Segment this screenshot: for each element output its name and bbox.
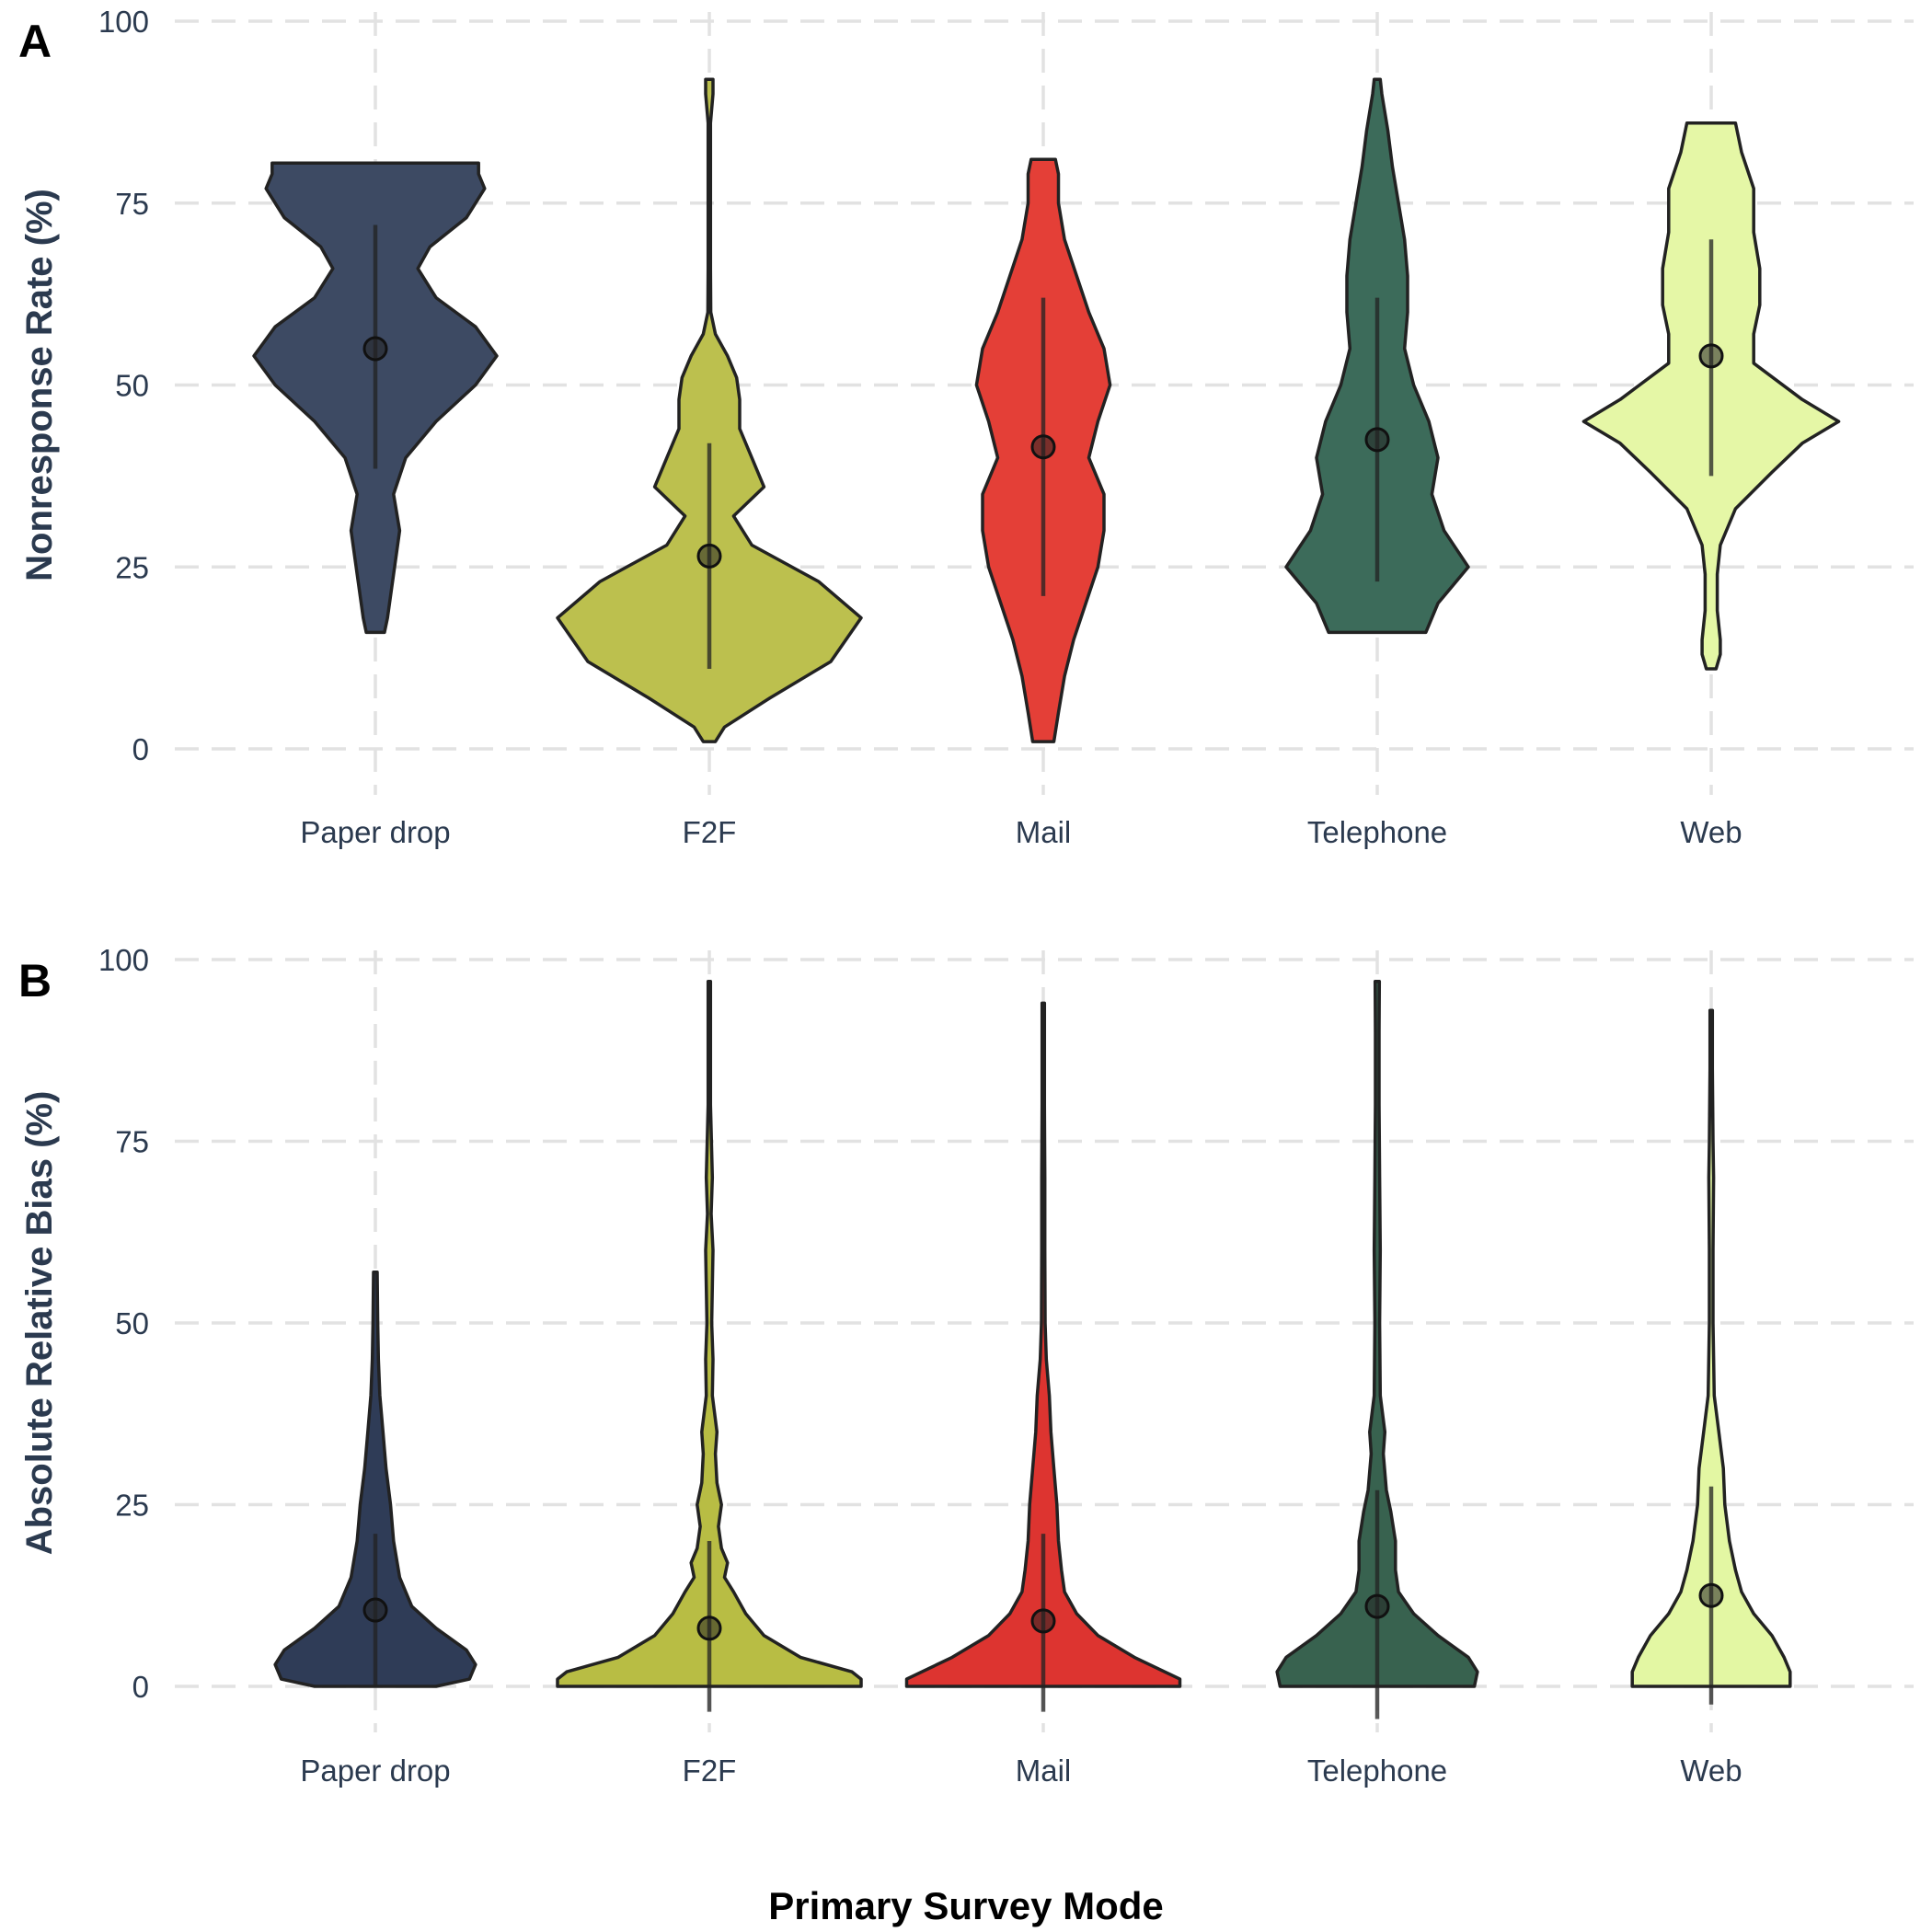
median-point: [1364, 427, 1390, 453]
x-tick-label: Web: [1680, 1754, 1742, 1788]
y-tick-label: 25: [115, 550, 149, 584]
y-tick-label: 25: [115, 1489, 149, 1523]
y-tick-label: 50: [115, 1306, 149, 1340]
violin-f2f: [556, 77, 863, 743]
median-point: [1030, 1608, 1056, 1634]
x-tick-label: Telephone: [1307, 815, 1447, 849]
violin-web: [1630, 1008, 1792, 1688]
panel-a: 0 25 50 75 100 Nonresponse Rate (%) Paper drop…: [19, 5, 1914, 849]
y-tick-label: 100: [98, 5, 149, 39]
x-axis-title: Primary Survey Mode: [768, 1884, 1164, 1927]
median-point: [362, 1597, 388, 1623]
x-tick-label: Paper drop: [300, 1754, 450, 1788]
violin-f2f: [556, 979, 863, 1688]
panel-letter-b: B: [18, 955, 52, 1006]
x-tick-label: Paper drop: [300, 815, 450, 849]
violin-paper-drop: [273, 1270, 477, 1688]
violin-mail: [904, 1001, 1182, 1688]
median-point: [1698, 1582, 1724, 1608]
median-point: [1364, 1593, 1390, 1619]
y-tick-label: 75: [115, 187, 149, 221]
y-tick-label: 0: [132, 1670, 149, 1704]
median-point: [362, 336, 388, 362]
x-tick-label: Web: [1680, 815, 1742, 849]
y-tick-label: 75: [115, 1125, 149, 1159]
x-tick-label: Telephone: [1307, 1754, 1447, 1788]
x-tick-label: F2F: [683, 1754, 737, 1788]
y-tick-label: 50: [115, 369, 149, 403]
x-tick-label: Mail: [1016, 815, 1072, 849]
median-point: [1030, 434, 1056, 460]
y-tick-label: 100: [98, 943, 149, 977]
median-point: [696, 1616, 722, 1641]
x-tick-label: F2F: [683, 815, 737, 849]
panel-letter-a: A: [18, 16, 52, 67]
median-point: [696, 543, 722, 569]
y-tick-label: 0: [132, 732, 149, 766]
x-tick-label: Mail: [1016, 1754, 1072, 1788]
median-point: [1698, 343, 1724, 369]
violin-telephone: [1275, 979, 1479, 1688]
y-axis-title: Nonresponse Rate (%): [19, 189, 60, 581]
y-axis-title: Absolute Relative Bias (%): [19, 1091, 60, 1556]
panel-b: 0 25 50 75 100 Absolute Relative Bias (%) Pape…: [19, 943, 1914, 1788]
